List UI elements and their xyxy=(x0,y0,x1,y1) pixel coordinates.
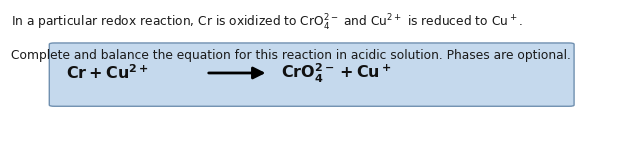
Text: Complete and balance the equation for this reaction in acidic solution. Phases a: Complete and balance the equation for th… xyxy=(11,49,571,62)
Text: In a particular redox reaction, Cr is oxidized to $\mathregular{CrO_4^{2-}}$ and: In a particular redox reaction, Cr is ox… xyxy=(11,13,523,33)
Text: $\mathregular{CrO_4^{2-} + Cu^+}$: $\mathregular{CrO_4^{2-} + Cu^+}$ xyxy=(281,61,391,85)
Text: $\mathregular{Cr + Cu^{2+}}$: $\mathregular{Cr + Cu^{2+}}$ xyxy=(66,64,148,82)
FancyBboxPatch shape xyxy=(49,43,574,106)
